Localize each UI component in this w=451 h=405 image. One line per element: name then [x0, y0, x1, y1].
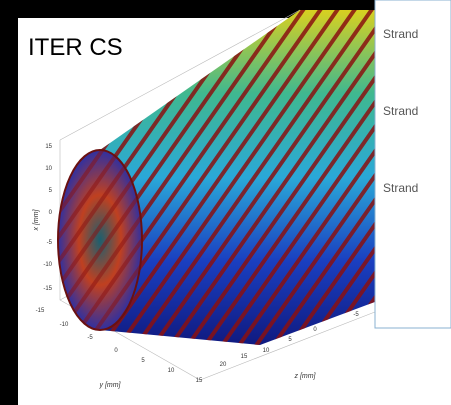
y-axis-label: y [mm]	[99, 382, 122, 389]
strand-label: Strand	[383, 181, 418, 195]
z-tick-label: 15	[241, 354, 248, 360]
y-tick-label: -10	[60, 322, 69, 328]
title: ITER CS	[28, 34, 123, 61]
x-tick-label: 10	[45, 166, 52, 172]
x-tick-label: -15	[43, 286, 52, 292]
x-tick-label: -5	[47, 240, 53, 246]
x-tick-label: 15	[45, 144, 52, 150]
y-tick-label: -5	[87, 335, 93, 341]
strand-label: Strand	[383, 27, 418, 41]
strand-label: Strand	[383, 104, 418, 118]
x-axis-label: x [mm]	[33, 208, 40, 231]
z-tick-label: 20	[220, 362, 227, 368]
z-tick-label: -5	[353, 312, 359, 318]
y-tick-label: 15	[196, 378, 203, 384]
screenshot: ITER CS StrandStrandStrand 151050-5-10-1…	[0, 0, 451, 405]
x-tick-label: -10	[43, 262, 52, 268]
y-tick-label: -15	[36, 308, 45, 314]
z-axis-label: z [mm]	[294, 373, 317, 380]
legend-panel	[375, 0, 451, 328]
z-tick-label: 10	[263, 348, 270, 354]
y-tick-label: 10	[168, 368, 175, 374]
